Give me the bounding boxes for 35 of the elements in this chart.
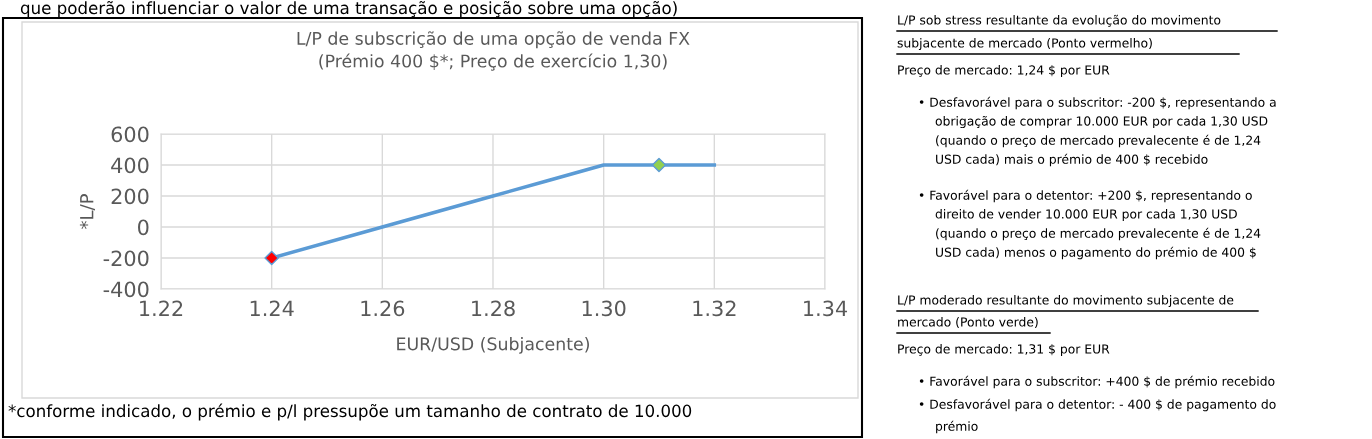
x-tick-label: 1.34 (804, 300, 848, 317)
text: Preço de mercado: 1,31 $ por EUR (898, 344, 1110, 356)
x-axis-title: EUR/USD (Subjacente) (397, 336, 589, 354)
text: L/P sob stress resultante da evolução do movimento (898, 14, 1221, 27)
x-tick-label: 1.32 (693, 300, 736, 317)
text: (quando o preço de mercado prevalecente é de 1,24 (936, 227, 1261, 241)
text: • Favorável para o detentor: +200 $, representando o (919, 189, 1252, 203)
text: L/P moderado resultante do movimento subjacente de (898, 295, 1234, 307)
chart-title: L/P de subscrição de uma opção de venda FX (Prémio 400 $*; Preço de exercício 1,30) (297, 31, 690, 71)
y-axis-title: *L/P (79, 194, 95, 229)
text: • Favorável para o subscritor: +400 $ de prémio recebido (919, 375, 1275, 389)
x-tick-label: 1.24 (250, 300, 294, 316)
text: mercado (Ponto verde) (898, 317, 1038, 329)
x-tick-label: 1.26 (361, 300, 405, 317)
y-tick-label: 200 (111, 188, 149, 205)
text: USD cada) menos o pagamento do prémio de 400 $ (936, 246, 1256, 260)
y-tick-label: 600 (111, 126, 149, 143)
y-tick-label: -400 (103, 281, 149, 298)
x-tick-label: 1.22 (140, 300, 183, 316)
text: Preço de mercado: 1,24 $ por EUR (898, 65, 1110, 77)
text: USD cada) mais o prémio de 400 $ recebido (936, 153, 1208, 167)
text: que poderão influenciar o valor de uma transação e posição sobre uma opção) (20, 1, 677, 18)
text: (quando o preço de mercado prevalecente é de 1,24 (936, 134, 1261, 148)
text: • Desfavorável para o detentor: - 400 $ de pagamento do (919, 398, 1276, 412)
text: prémio (936, 420, 978, 434)
text: • Desfavorável para o subscritor: -200 $, representando a (919, 96, 1276, 110)
y-tick-label: -200 (103, 250, 149, 267)
y-tick-label: 0 (138, 219, 149, 236)
x-tick-label: 1.30 (582, 300, 626, 317)
text: obrigação de comprar 10.000 EUR por cada 1,30 USD (935, 115, 1268, 129)
y-tick-label: 400 (111, 157, 149, 174)
x-tick-label: 1.28 (472, 300, 515, 317)
text: direito de vender 10.000 EUR por cada 1,30 USD (935, 209, 1237, 221)
text: *conforme indicado, o prémio e p/l pressupõe um tamanho de contrato de 10.000 (8, 403, 692, 421)
text: subjacente de mercado (Ponto vermelho) (897, 38, 1152, 50)
